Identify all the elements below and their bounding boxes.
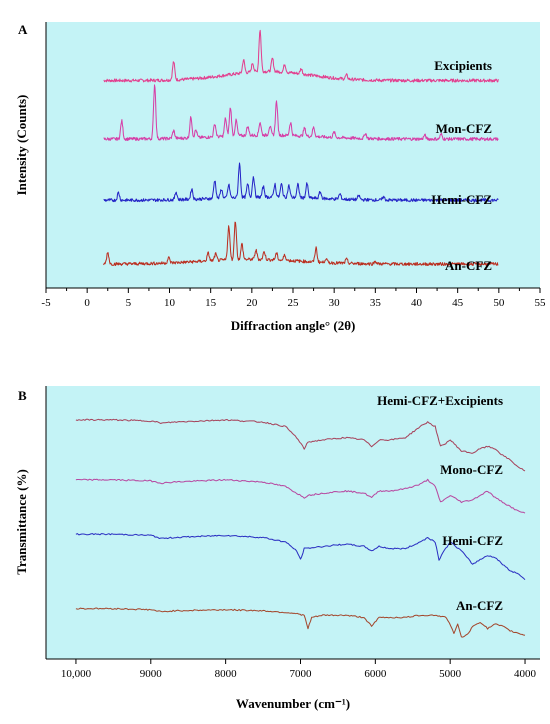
x-ticks-a: -5 0 5 10 15 20 25 30 35 40 45 50 55 bbox=[41, 288, 546, 309]
series-label-mono-cfz: Mono-CFZ bbox=[440, 462, 503, 477]
ftir-line-hemi-cfz bbox=[75, 533, 526, 581]
x-tick-label: 6000 bbox=[364, 668, 387, 680]
plot-area-a bbox=[46, 22, 540, 288]
traces-b bbox=[75, 418, 526, 638]
x-tick-label: 20 bbox=[246, 297, 258, 309]
x-tick-label: 25 bbox=[288, 297, 300, 309]
panel-label-a: A bbox=[18, 22, 28, 37]
x-tick-label: 9000 bbox=[140, 668, 163, 680]
x-axis-title-b: Wavenumber (cm⁻¹) bbox=[236, 696, 350, 711]
x-tick-label: 15 bbox=[205, 297, 217, 309]
series-labels-b: Hemi-CFZ+Excipients Mono-CFZ Hemi-CFZ An-CF… bbox=[377, 393, 503, 613]
series-label-hemi-cfz: Hemi-CFZ bbox=[442, 533, 503, 548]
y-axis-title-a: Intensity (Counts) bbox=[14, 95, 29, 196]
plot-area-b bbox=[46, 386, 540, 659]
x-tick-label: 40 bbox=[411, 297, 423, 309]
x-tick-label: 7000 bbox=[289, 668, 312, 680]
series-label-excipients: Excipients bbox=[434, 58, 492, 73]
series-line-hemi-cfz bbox=[103, 162, 499, 203]
panel-b: B 10,000 9000 8000 7000 6000 5000 4000 Hemi-CF… bbox=[14, 386, 540, 711]
x-tick-label: 30 bbox=[329, 297, 341, 309]
series-label-hemi-cfz: Hemi-CFZ bbox=[431, 192, 492, 207]
series-label-an-cfz: An-CFZ bbox=[445, 258, 492, 273]
series-label-hemi-cfz-excipients: Hemi-CFZ+Excipients bbox=[377, 393, 503, 408]
x-tick-label: 5000 bbox=[439, 668, 462, 680]
y-axis-title-b: Transmittance (%) bbox=[14, 469, 29, 575]
series-line-mon-cfz bbox=[103, 84, 499, 142]
x-tick-label: -5 bbox=[41, 297, 51, 309]
x-tick-label: 55 bbox=[535, 297, 547, 309]
series-labels-a: Excipients Mon-CFZ Hemi-CFZ An-CFZ bbox=[431, 58, 492, 273]
panel-a: A -5 0 5 10 15 20 25 30 35 40 45 50 55 Excipients Mon… bbox=[14, 22, 546, 333]
ftir-line-hemi-cfz-excipients bbox=[75, 418, 526, 472]
x-tick-label: 50 bbox=[493, 297, 505, 309]
x-tick-label: 35 bbox=[370, 297, 382, 309]
x-tick-label: 0 bbox=[84, 297, 90, 309]
series-line-excipients bbox=[103, 29, 499, 83]
series-line-an-cfz bbox=[103, 221, 499, 267]
panel-label-b: B bbox=[18, 388, 27, 403]
x-tick-label: 45 bbox=[452, 297, 464, 309]
x-axis-title-a: Diffraction angle° (2θ) bbox=[231, 318, 356, 333]
ftir-line-mono-cfz bbox=[75, 478, 526, 514]
x-tick-label: 5 bbox=[126, 297, 132, 309]
x-tick-label: 4000 bbox=[514, 668, 537, 680]
series-label-mon-cfz: Mon-CFZ bbox=[436, 121, 493, 136]
x-tick-label: 10 bbox=[164, 297, 176, 309]
x-tick-label: 8000 bbox=[215, 668, 238, 680]
traces-a bbox=[103, 29, 499, 267]
series-label-an-cfz: An-CFZ bbox=[456, 598, 503, 613]
ftir-line-an-cfz bbox=[75, 607, 526, 638]
x-tick-label: 10,000 bbox=[61, 668, 92, 680]
x-ticks-b: 10,000 9000 8000 7000 6000 5000 4000 bbox=[61, 659, 537, 680]
